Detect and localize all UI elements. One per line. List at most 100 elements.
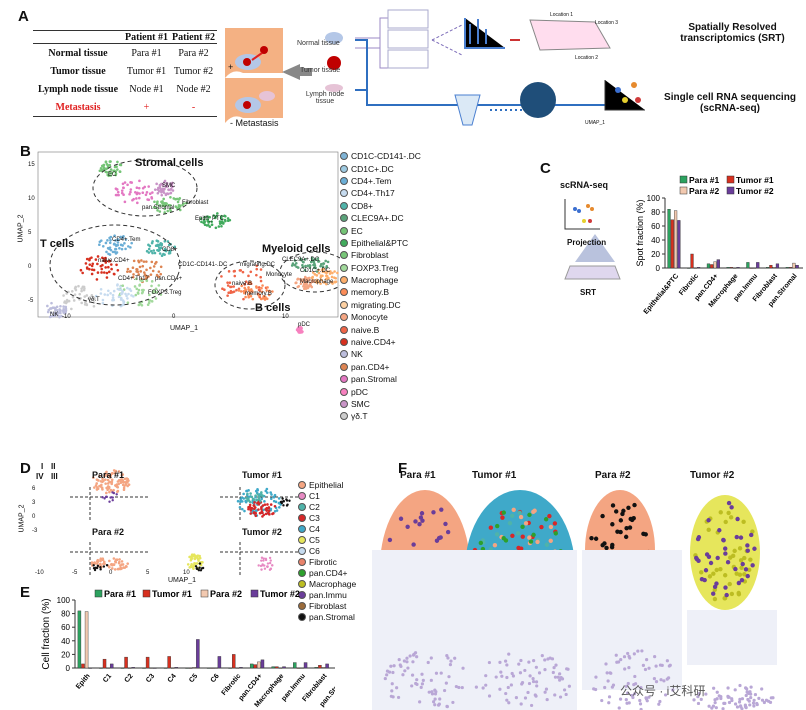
- legend-item: CD1C-CD141-.DC: [340, 150, 421, 162]
- scatter-point: [611, 683, 616, 687]
- y-tick: 10: [28, 196, 35, 202]
- scatter-point: [745, 548, 750, 553]
- scatter-point: [138, 179, 141, 183]
- scatter-point: [633, 674, 637, 679]
- scatter-point: [62, 294, 65, 297]
- scatter-point: [107, 265, 110, 269]
- subplot-title: Tumor #1: [242, 470, 282, 480]
- scatter-point: [136, 291, 140, 295]
- scatter-point: [748, 557, 753, 562]
- scatter-point: [174, 205, 178, 208]
- legend-label: Fibroblast: [309, 600, 347, 611]
- scatter-point: [96, 255, 100, 258]
- scatter-point: [118, 246, 121, 250]
- scatter-point: [242, 497, 246, 500]
- scatter-point: [126, 245, 130, 248]
- scatter-point: [732, 548, 737, 554]
- scatter-point: [112, 469, 116, 472]
- scatter-point: [325, 266, 328, 269]
- scatter-point: [232, 285, 236, 288]
- scatter-point: [445, 529, 451, 535]
- scatter-point: [140, 259, 143, 262]
- subplot-title: Para #1: [92, 470, 125, 480]
- scatter-point: [65, 292, 68, 295]
- bar: [120, 667, 125, 669]
- scatter-point: [540, 654, 544, 658]
- scatter-point: [99, 568, 102, 571]
- scatter-point: [146, 303, 150, 307]
- legend-dot-icon: [298, 568, 306, 577]
- y-axis-title: Spot fraction (%): [635, 199, 645, 266]
- scatter-point: [246, 499, 249, 502]
- scatter-point: [117, 482, 120, 486]
- y-tick-label: 40: [61, 637, 70, 646]
- x-tick: -10: [35, 570, 44, 576]
- scatter-point: [153, 188, 157, 191]
- scatter-point: [279, 500, 283, 504]
- scatter-point: [610, 503, 616, 508]
- scatter-point: [159, 265, 163, 269]
- scatter-point: [155, 291, 159, 294]
- scatter-point: [505, 698, 509, 702]
- scatter-point: [744, 706, 748, 710]
- scatter-point: [260, 491, 263, 494]
- scatter-point: [101, 168, 104, 171]
- projection-inset: scRNA-seq Projection SRT: [555, 180, 635, 300]
- bar: [697, 267, 701, 269]
- scatter-point: [626, 651, 630, 656]
- scatter-point: [665, 659, 669, 663]
- bar: [174, 667, 179, 669]
- scatter-point: [299, 282, 303, 285]
- scatter-point: [137, 196, 141, 200]
- scatter-point: [518, 671, 523, 675]
- scatter-point: [236, 499, 240, 503]
- scatter-point: [126, 183, 129, 187]
- legend-label: NK: [351, 349, 363, 360]
- scatter-point: [383, 676, 387, 681]
- legend-label: Tumor #1: [152, 589, 192, 599]
- scatter-point: [147, 247, 151, 251]
- cluster-label: naive.B: [232, 281, 253, 287]
- scatter-point: [157, 270, 161, 273]
- scatter-point: [257, 286, 261, 289]
- scatter-point: [717, 528, 722, 533]
- he-background: [582, 550, 682, 690]
- scatter-point: [626, 691, 630, 695]
- scatter-point: [148, 192, 152, 196]
- scatter-point: [270, 497, 273, 501]
- bar: [192, 667, 196, 669]
- bar: [102, 658, 107, 669]
- scatter-point: [387, 537, 393, 543]
- scatter-point: [228, 218, 232, 222]
- scatter-point: [107, 252, 110, 256]
- scatter-point: [757, 696, 761, 700]
- scatter-point: [114, 187, 118, 190]
- legend-item: SMC: [340, 398, 421, 410]
- scatter-point: [241, 270, 245, 274]
- umap-subplot: [220, 487, 300, 522]
- scatter-point: [227, 270, 231, 273]
- scatter-point: [129, 188, 133, 191]
- scatter-point: [272, 499, 276, 503]
- x-tick: -10: [62, 314, 71, 320]
- scatter-point: [67, 299, 71, 303]
- legend-label: naive.CD4+: [351, 337, 396, 348]
- scatter-point: [224, 214, 227, 218]
- scatter-point: [135, 197, 138, 200]
- scatter-point: [565, 667, 569, 671]
- scrna-workflow: [454, 80, 645, 126]
- scatter-point: [706, 527, 711, 533]
- row-label: Metastasis: [55, 101, 101, 113]
- scatter-point: [308, 266, 312, 269]
- scatter-point: [420, 672, 424, 676]
- scatter-point: [304, 276, 307, 280]
- scatter-point: [106, 482, 110, 485]
- scatter-point: [299, 257, 303, 261]
- scatter-point: [51, 306, 55, 310]
- scatter-point: [170, 183, 174, 187]
- bar: [282, 666, 286, 669]
- scatter-point: [624, 525, 629, 531]
- scatter-point: [73, 293, 77, 296]
- bar: [667, 209, 671, 269]
- scatter-point: [131, 266, 135, 269]
